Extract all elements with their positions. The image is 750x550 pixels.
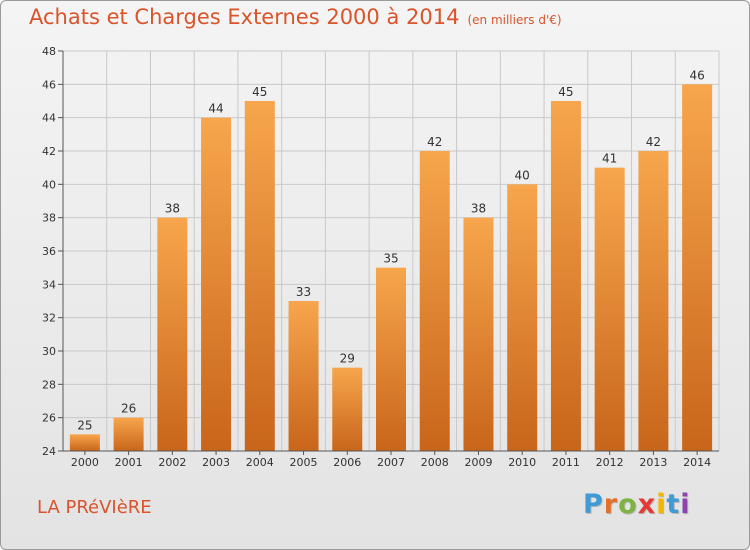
bar-2001	[113, 417, 144, 451]
data-label-2001: 26	[121, 402, 136, 416]
y-tick-label: 48	[42, 45, 56, 58]
bar-2009	[463, 217, 494, 451]
x-tick-label-2003: 2003	[202, 456, 230, 469]
data-label-2006: 29	[340, 352, 355, 366]
y-tick-label: 34	[42, 278, 56, 291]
logo-letter: r	[603, 489, 619, 520]
chart-title: Achats et Charges Externes 2000 à 2014 (e…	[29, 5, 562, 29]
x-tick-label-2009: 2009	[464, 456, 492, 469]
y-tick-label: 46	[42, 78, 56, 91]
logo-letter: t	[666, 489, 681, 520]
bar-2006	[332, 367, 363, 451]
bar-2005	[288, 301, 319, 451]
bar-2010	[507, 184, 538, 452]
x-tick-label-2010: 2010	[508, 456, 536, 469]
x-tick-label-2005: 2005	[290, 456, 318, 469]
bar-2008	[419, 151, 450, 451]
x-tick-label-2004: 2004	[246, 456, 274, 469]
x-tick-label-2006: 2006	[333, 456, 361, 469]
y-tick-label: 24	[42, 445, 56, 458]
logo-letter: P	[583, 489, 604, 520]
commune-name: LA PRéVIèRE	[37, 497, 152, 518]
logo-letter: i	[656, 489, 667, 520]
axis-layer: 24 26 28 30 32 34 36 38 40 42 44 46 48 2000 2001 2002 20…	[42, 45, 719, 469]
bar-2007	[376, 267, 406, 451]
data-label-2009: 38	[471, 202, 486, 216]
y-tick-label: 28	[42, 378, 56, 391]
data-label-2002: 38	[165, 202, 180, 216]
data-label-2003: 44	[208, 102, 223, 116]
data-label-2005: 33	[296, 285, 311, 299]
y-tick-label: 38	[42, 212, 56, 225]
bar-2004	[244, 101, 275, 451]
x-tick-label-2008: 2008	[421, 456, 449, 469]
x-tick-label-2011: 2011	[552, 456, 580, 469]
bar-2011	[550, 101, 581, 451]
logo-letter: x	[637, 489, 657, 520]
data-label-2008: 42	[427, 135, 442, 149]
y-tick-label: 42	[42, 145, 56, 158]
bar-2000	[69, 434, 100, 451]
data-label-2011: 45	[558, 85, 573, 99]
data-label-2012: 41	[602, 152, 617, 166]
y-tick-label: 36	[42, 245, 56, 258]
x-tick-label-2007: 2007	[377, 456, 405, 469]
x-tick-label-2012: 2012	[596, 456, 624, 469]
x-tick-label-2014: 2014	[683, 456, 711, 469]
data-label-2013: 42	[646, 135, 661, 149]
data-label-2000: 25	[77, 418, 92, 432]
data-label-2004: 45	[252, 85, 267, 99]
y-tick-label: 40	[42, 178, 56, 191]
proxiti-logo: Proxiti	[583, 489, 691, 520]
logo-letter: i	[680, 489, 691, 520]
y-tick-label: 44	[42, 112, 56, 125]
bar-2012	[594, 167, 625, 451]
x-tick-label-2001: 2001	[115, 456, 143, 469]
chart-subtitle: (en milliers d'€)	[467, 13, 562, 27]
y-tick-label: 26	[42, 412, 56, 425]
data-label-2014: 46	[689, 68, 704, 82]
bar-layer: 25 26 38 44 45 33 29 35 42 38 40 45 41 42 46	[69, 68, 713, 452]
x-tick-label-2013: 2013	[639, 456, 667, 469]
data-label-2010: 40	[515, 168, 530, 182]
bar-2014	[682, 84, 713, 451]
x-tick-label-2002: 2002	[158, 456, 186, 469]
y-tick-label: 30	[42, 345, 56, 358]
data-label-2007: 35	[383, 252, 398, 266]
bar-2002	[157, 217, 188, 451]
bar-2003	[201, 117, 232, 452]
x-tick-label-2000: 2000	[71, 456, 99, 469]
bar-2013	[638, 151, 669, 451]
chart-title-text: Achats et Charges Externes 2000 à 2014	[29, 5, 460, 29]
y-tick-label: 32	[42, 312, 56, 325]
logo-letter: o	[618, 489, 638, 520]
